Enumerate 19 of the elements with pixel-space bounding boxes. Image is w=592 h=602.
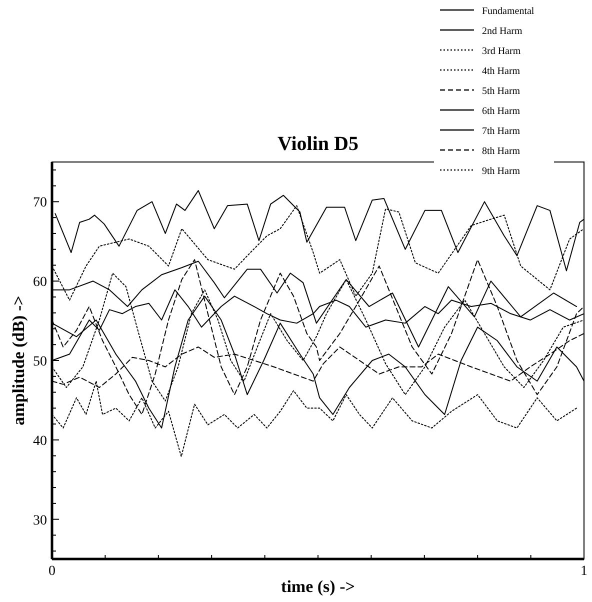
y-axis-title: amplitude (dB) -> (9, 296, 28, 426)
legend-label: 4th Harm (482, 66, 520, 77)
legend-label: 5th Harm (482, 86, 520, 97)
legend-label: 6th Harm (482, 106, 520, 117)
chart-title: Violin D5 (278, 133, 358, 155)
x-tick-label: 0 (48, 564, 56, 579)
x-axis-title: time (s) -> (281, 577, 355, 596)
legend-label: 8th Harm (482, 146, 520, 157)
y-tick-label: 70 (33, 196, 47, 211)
x-tick-label: 1 (580, 564, 588, 579)
legend-label: 7th Harm (482, 126, 520, 137)
y-tick-label: 30 (33, 513, 47, 528)
y-tick-label: 50 (33, 354, 47, 370)
legend-label: 3rd Harm (482, 46, 521, 57)
legend-label: Fundamental (482, 6, 534, 17)
y-tick-label: 60 (33, 275, 47, 290)
legend-label: 2nd Harm (482, 26, 522, 37)
legend-label: 9th Harm (482, 166, 520, 177)
y-tick-label: 40 (33, 434, 47, 449)
